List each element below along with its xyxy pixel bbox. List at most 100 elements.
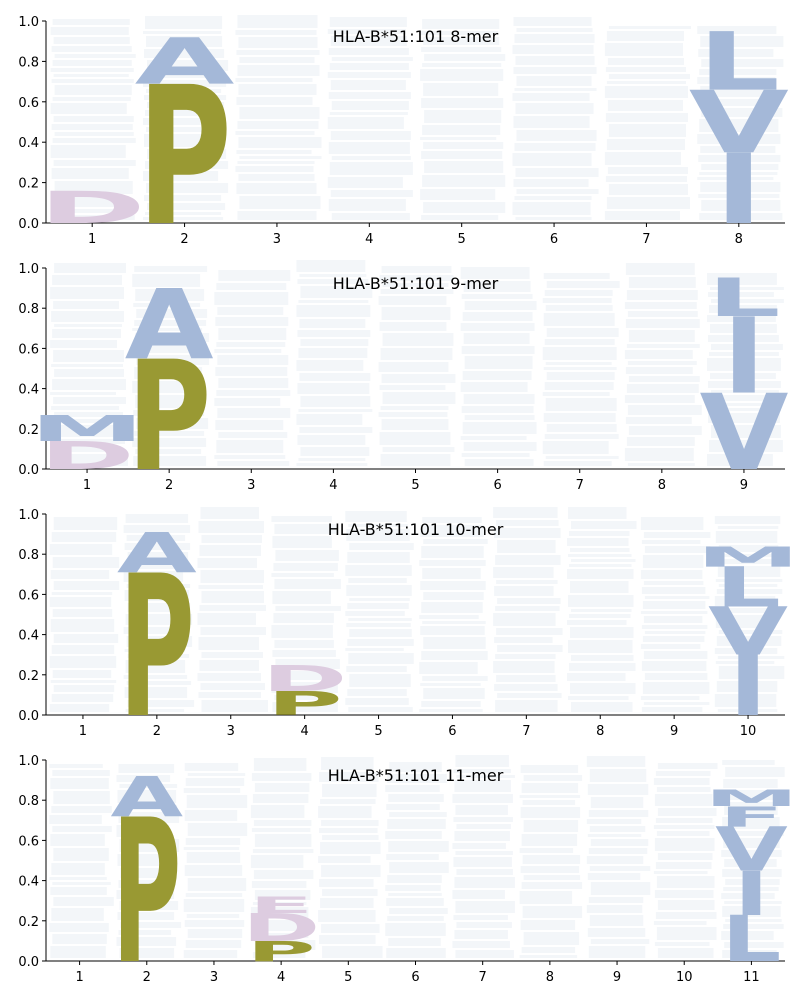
background-letter-block (52, 419, 120, 423)
background-letter-block (380, 289, 454, 294)
background-letter-block (588, 810, 649, 817)
background-letter-block (545, 398, 617, 411)
background-letter-block (605, 67, 687, 72)
background-letter-block (626, 437, 695, 446)
x-tick-label: 9 (740, 478, 748, 493)
background-letter-block (52, 609, 113, 617)
background-letter-block (379, 432, 451, 445)
background-letter-block (707, 335, 779, 342)
background-letter-block (53, 581, 120, 590)
background-letter-block (217, 408, 291, 418)
background-letter-block (135, 449, 202, 454)
x-tick-label: 3 (247, 478, 255, 493)
background-letter-block (236, 97, 313, 105)
background-letter-block (235, 78, 313, 82)
logo-letter-A: A (117, 521, 197, 586)
background-letter-block (421, 651, 488, 660)
background-letter-block (51, 908, 104, 921)
background-letter-block (300, 447, 370, 456)
background-letter-block (709, 373, 776, 379)
background-letter-block (497, 540, 556, 553)
background-letter-block (51, 863, 105, 875)
background-letter-block (50, 680, 117, 683)
background-letter-block (50, 425, 122, 437)
background-letter-block (321, 924, 380, 933)
background-letter-block (52, 138, 136, 143)
background-letter-block (421, 98, 504, 108)
background-letter-block (707, 292, 774, 297)
background-letter-block (271, 573, 334, 577)
background-letter-block (127, 654, 190, 658)
background-letter-block (380, 348, 453, 360)
background-letter-block (628, 330, 695, 342)
background-letter-block (53, 897, 114, 906)
background-letter-block (461, 294, 533, 299)
background-letter-block (717, 566, 781, 577)
x-tick-label: 8 (546, 970, 554, 985)
background-letter-block (346, 585, 412, 596)
background-letter-block (126, 535, 186, 541)
background-letter-block (514, 196, 592, 200)
background-letter-block (546, 372, 615, 380)
background-letter-block (52, 670, 112, 678)
background-letter-block (520, 866, 580, 873)
background-letter-block (201, 652, 264, 658)
background-letter-block (700, 86, 777, 97)
background-letter-block (327, 177, 403, 188)
x-tick-label: 2 (153, 724, 161, 739)
background-letter-block (521, 834, 578, 846)
background-letter-block (127, 552, 189, 563)
background-letter-block (463, 442, 537, 451)
y-tick-label: 0.0 (18, 709, 39, 724)
background-letter-block (146, 203, 226, 210)
background-letter-block (606, 81, 687, 84)
background-letter-block (421, 151, 503, 159)
background-letter-block (514, 34, 595, 43)
background-letter-block (236, 183, 317, 194)
background-letter-block (214, 455, 286, 459)
background-letter-block (331, 213, 410, 220)
background-letter-block (52, 19, 130, 25)
background-letter-block (251, 933, 309, 938)
background-letter-block (607, 100, 684, 111)
background-letter-block (51, 532, 117, 542)
background-letter-block (52, 97, 131, 101)
background-letter-block (52, 379, 127, 390)
background-letter-block (50, 946, 106, 958)
background-letter-block (698, 194, 780, 198)
x-tick-label: 9 (670, 724, 678, 739)
background-letter-block (520, 920, 576, 930)
y-tick-label: 0.6 (18, 834, 39, 849)
background-letter-block (52, 882, 111, 885)
background-letter-block (297, 383, 370, 394)
background-letter-block (717, 608, 780, 613)
background-letter-block (187, 929, 243, 938)
y-tick-label: 0.4 (18, 875, 39, 890)
background-letter-block (640, 570, 703, 579)
background-letter-block (460, 436, 527, 440)
y-tick-label: 0.4 (18, 629, 39, 644)
background-letter-block (588, 946, 646, 958)
background-letter-block (235, 131, 315, 135)
background-letter-block (516, 76, 592, 86)
background-letter-block (567, 595, 634, 607)
y-tick-label: 0.6 (18, 588, 39, 603)
background-letter-block (142, 80, 227, 87)
background-letter-block (124, 590, 190, 601)
background-letter-block (54, 263, 127, 273)
background-letter-block (586, 819, 642, 824)
background-letter-block (654, 794, 713, 806)
background-letter-block (590, 797, 644, 808)
background-letter-block (654, 838, 715, 851)
background-letter-block (348, 524, 408, 527)
background-letter-block (54, 369, 125, 377)
background-letter-block (462, 371, 532, 380)
x-tick-label: 7 (522, 724, 530, 739)
y-tick-label: 0.8 (18, 794, 39, 809)
background-letter-block (184, 865, 243, 876)
background-letter-block (136, 418, 209, 429)
background-letter-block (452, 890, 505, 899)
background-letter-block (644, 596, 710, 599)
background-letter-block (515, 217, 592, 220)
background-letter-block (133, 410, 205, 416)
